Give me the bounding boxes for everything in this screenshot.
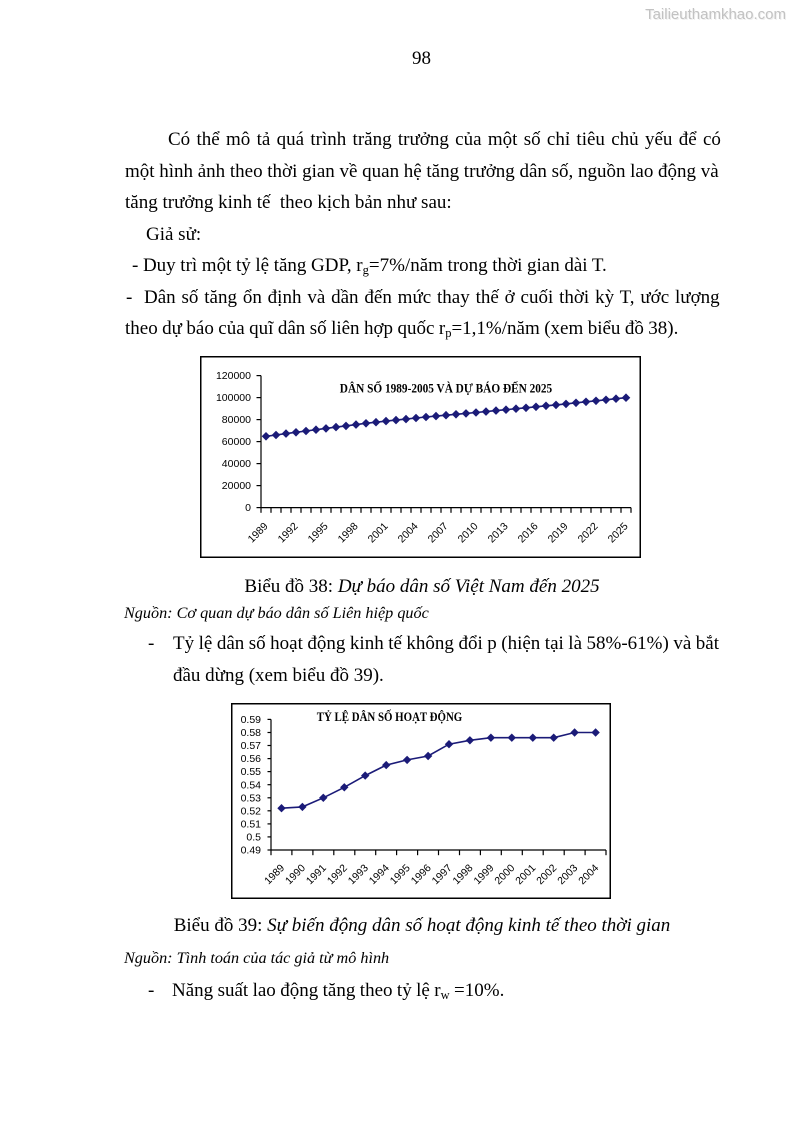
- svg-text:0.56: 0.56: [241, 753, 262, 765]
- svg-text:TỶ LỆ DÂN SỐ HOẠT ĐỘNG: TỶ LỆ DÂN SỐ HOẠT ĐỘNG: [317, 709, 463, 724]
- svg-text:0.49: 0.49: [241, 845, 262, 857]
- svg-text:0.55: 0.55: [241, 766, 262, 778]
- svg-text:40000: 40000: [222, 458, 251, 470]
- svg-text:0.58: 0.58: [241, 727, 262, 739]
- svg-text:0: 0: [245, 502, 251, 514]
- svg-text:0.59: 0.59: [241, 714, 262, 726]
- svg-text:0.51: 0.51: [241, 819, 262, 831]
- svg-text:80000: 80000: [222, 414, 251, 426]
- svg-text:0.5: 0.5: [246, 832, 261, 844]
- svg-text:20000: 20000: [222, 480, 251, 492]
- svg-text:120000: 120000: [216, 370, 251, 382]
- svg-text:100000: 100000: [216, 392, 251, 404]
- svg-text:0.54: 0.54: [241, 779, 262, 791]
- svg-text:0.57: 0.57: [241, 740, 262, 752]
- svg-text:0.52: 0.52: [241, 805, 262, 817]
- svg-text:DÂN SỐ 1989-2005 VÀ DỰ BÁO ĐẾ: DÂN SỐ 1989-2005 VÀ DỰ BÁO ĐẾN 2025: [340, 380, 552, 395]
- svg-text:0.53: 0.53: [241, 792, 262, 804]
- svg-text:60000: 60000: [222, 436, 251, 448]
